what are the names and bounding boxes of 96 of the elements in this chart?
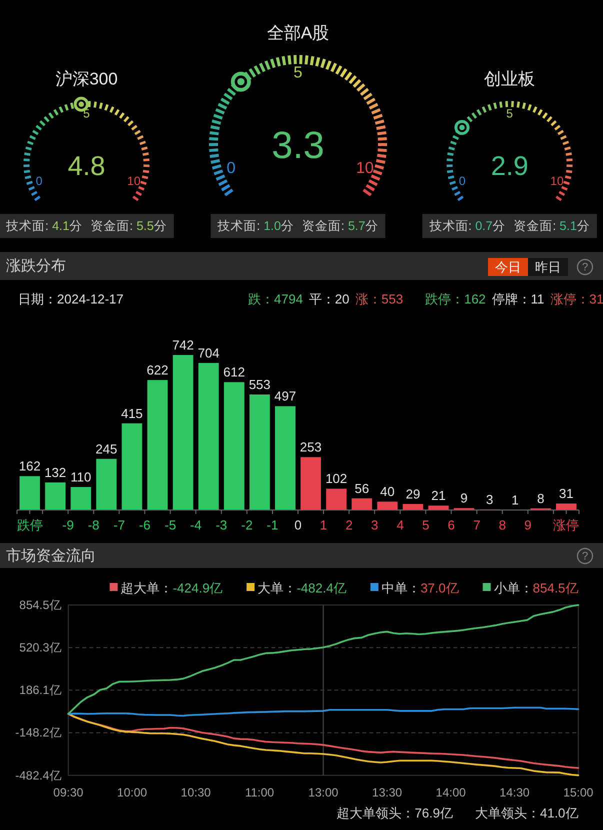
y-tick-label: -482.4亿 [15, 768, 62, 782]
data-label: 622 [146, 362, 168, 378]
data-label: 3.3 [272, 125, 324, 167]
text: 技术面: 0.7分 [428, 219, 506, 233]
legend-label: 中单：37.0亿 [381, 580, 459, 595]
x-tick-label: -3 [216, 518, 228, 532]
text: 沪深300 [55, 70, 118, 88]
text: 0 [458, 174, 466, 188]
text: 10 [127, 174, 141, 188]
text: 昨日 [535, 260, 561, 274]
x-tick-label: -6 [138, 518, 151, 532]
x-tick-label: 13:30 [372, 785, 402, 800]
data-label: 8 [537, 490, 544, 506]
x-tick-label: 14:00 [436, 785, 466, 800]
text: 资金面: 5.7分 [302, 219, 378, 233]
x-tick-label: 14:30 [500, 785, 530, 800]
data-label: 110 [70, 470, 92, 485]
chart-title: 涨跌分布 [6, 258, 66, 274]
x-tick-label: 15:00 [563, 785, 594, 800]
data-label: 40 [380, 484, 395, 500]
text: 技术面: 1.0分 [216, 219, 294, 233]
text: 创业板 [484, 70, 536, 88]
text: 跌停：162 [425, 292, 486, 306]
data-label: 3 [486, 492, 494, 507]
text: 技术面: 4.1分 [5, 219, 82, 233]
x-tick-label: -5 [164, 518, 176, 532]
data-label: 162 [18, 458, 41, 474]
text: 0 [226, 160, 236, 177]
text: 超大单领头：76.9亿 [336, 806, 453, 820]
data-label: 4.8 [68, 151, 106, 181]
data-label: 132 [44, 464, 66, 480]
x-tick-label: 10:00 [117, 785, 148, 800]
text: 涨：553 [355, 292, 404, 306]
text: 大单领头：41.0亿 [474, 806, 578, 820]
text: 停牌：11 [492, 292, 544, 306]
chart-title: 市场资金流向 [6, 548, 96, 564]
x-tick-label: 涨停 [553, 518, 580, 532]
text: 今日 [495, 260, 521, 274]
x-tick-label: 11:00 [244, 785, 274, 800]
text: 涨停：31 [550, 292, 603, 306]
data-label: 1 [512, 492, 519, 508]
x-tick-label: 09:30 [53, 785, 84, 800]
x-tick-label: 6 [448, 518, 455, 532]
x-tick-label: 7 [473, 518, 480, 532]
x-tick-label: 1 [320, 518, 328, 532]
x-tick-label: 9 [524, 518, 532, 532]
data-label: 253 [300, 440, 322, 455]
data-label: 21 [431, 488, 446, 504]
data-label: 56 [354, 480, 370, 496]
data-label: 2.9 [490, 151, 528, 181]
data-label: 245 [96, 441, 118, 456]
legend-label: 超大单：-424.9亿 [120, 580, 223, 595]
y-tick-label: 186.1亿 [19, 683, 62, 698]
text: 跌：4794 [248, 292, 303, 306]
x-tick-label: 10:30 [180, 785, 212, 800]
data-label: 415 [121, 406, 143, 421]
x-tick-label: 跌停 [16, 518, 43, 532]
data-label: 29 [406, 486, 420, 502]
text: ? [582, 550, 588, 562]
x-tick-label: -1 [266, 518, 278, 532]
x-tick-label: 13:00 [308, 785, 339, 800]
legend-label: 大单：-482.4亿 [258, 580, 346, 595]
x-tick-label: 5 [422, 518, 430, 532]
y-tick-label: 520.3亿 [19, 640, 62, 655]
x-tick-label: -9 [62, 518, 74, 532]
text: 资金面: 5.5分 [90, 219, 167, 233]
data-label: 497 [274, 388, 296, 404]
text: 10 [550, 174, 564, 188]
x-tick-label: 4 [396, 518, 404, 532]
data-label: 31 [558, 486, 574, 502]
text: 5 [506, 106, 514, 121]
x-tick-label: -4 [190, 518, 202, 532]
x-tick-label: 8 [498, 518, 506, 532]
text: 日期：2024-12-17 [18, 292, 124, 306]
text: 5 [294, 64, 303, 82]
text: 全部A股 [266, 24, 330, 42]
text: 资金面: 5.1分 [514, 219, 590, 233]
legend-label: 小单：854.5亿 [494, 580, 578, 595]
x-tick-label: 3 [371, 518, 378, 532]
text: ? [582, 262, 588, 274]
x-tick-label: -2 [241, 518, 253, 532]
text: 10 [356, 160, 374, 177]
x-tick-label: 2 [345, 518, 353, 532]
data-label: 612 [223, 364, 245, 380]
data-label: 102 [325, 471, 348, 486]
x-tick-label: -8 [88, 518, 100, 532]
y-tick-label: -148.2亿 [15, 726, 62, 740]
data-label: 704 [198, 345, 220, 360]
text: 平：20 [308, 292, 350, 306]
x-tick-label: 0 [294, 518, 302, 532]
y-tick-label: 854.5亿 [19, 598, 62, 612]
data-label: 9 [460, 490, 468, 506]
text: 0 [36, 174, 43, 188]
data-label: 553 [248, 376, 271, 392]
data-label: 742 [172, 338, 194, 352]
x-tick-label: -7 [113, 518, 125, 532]
